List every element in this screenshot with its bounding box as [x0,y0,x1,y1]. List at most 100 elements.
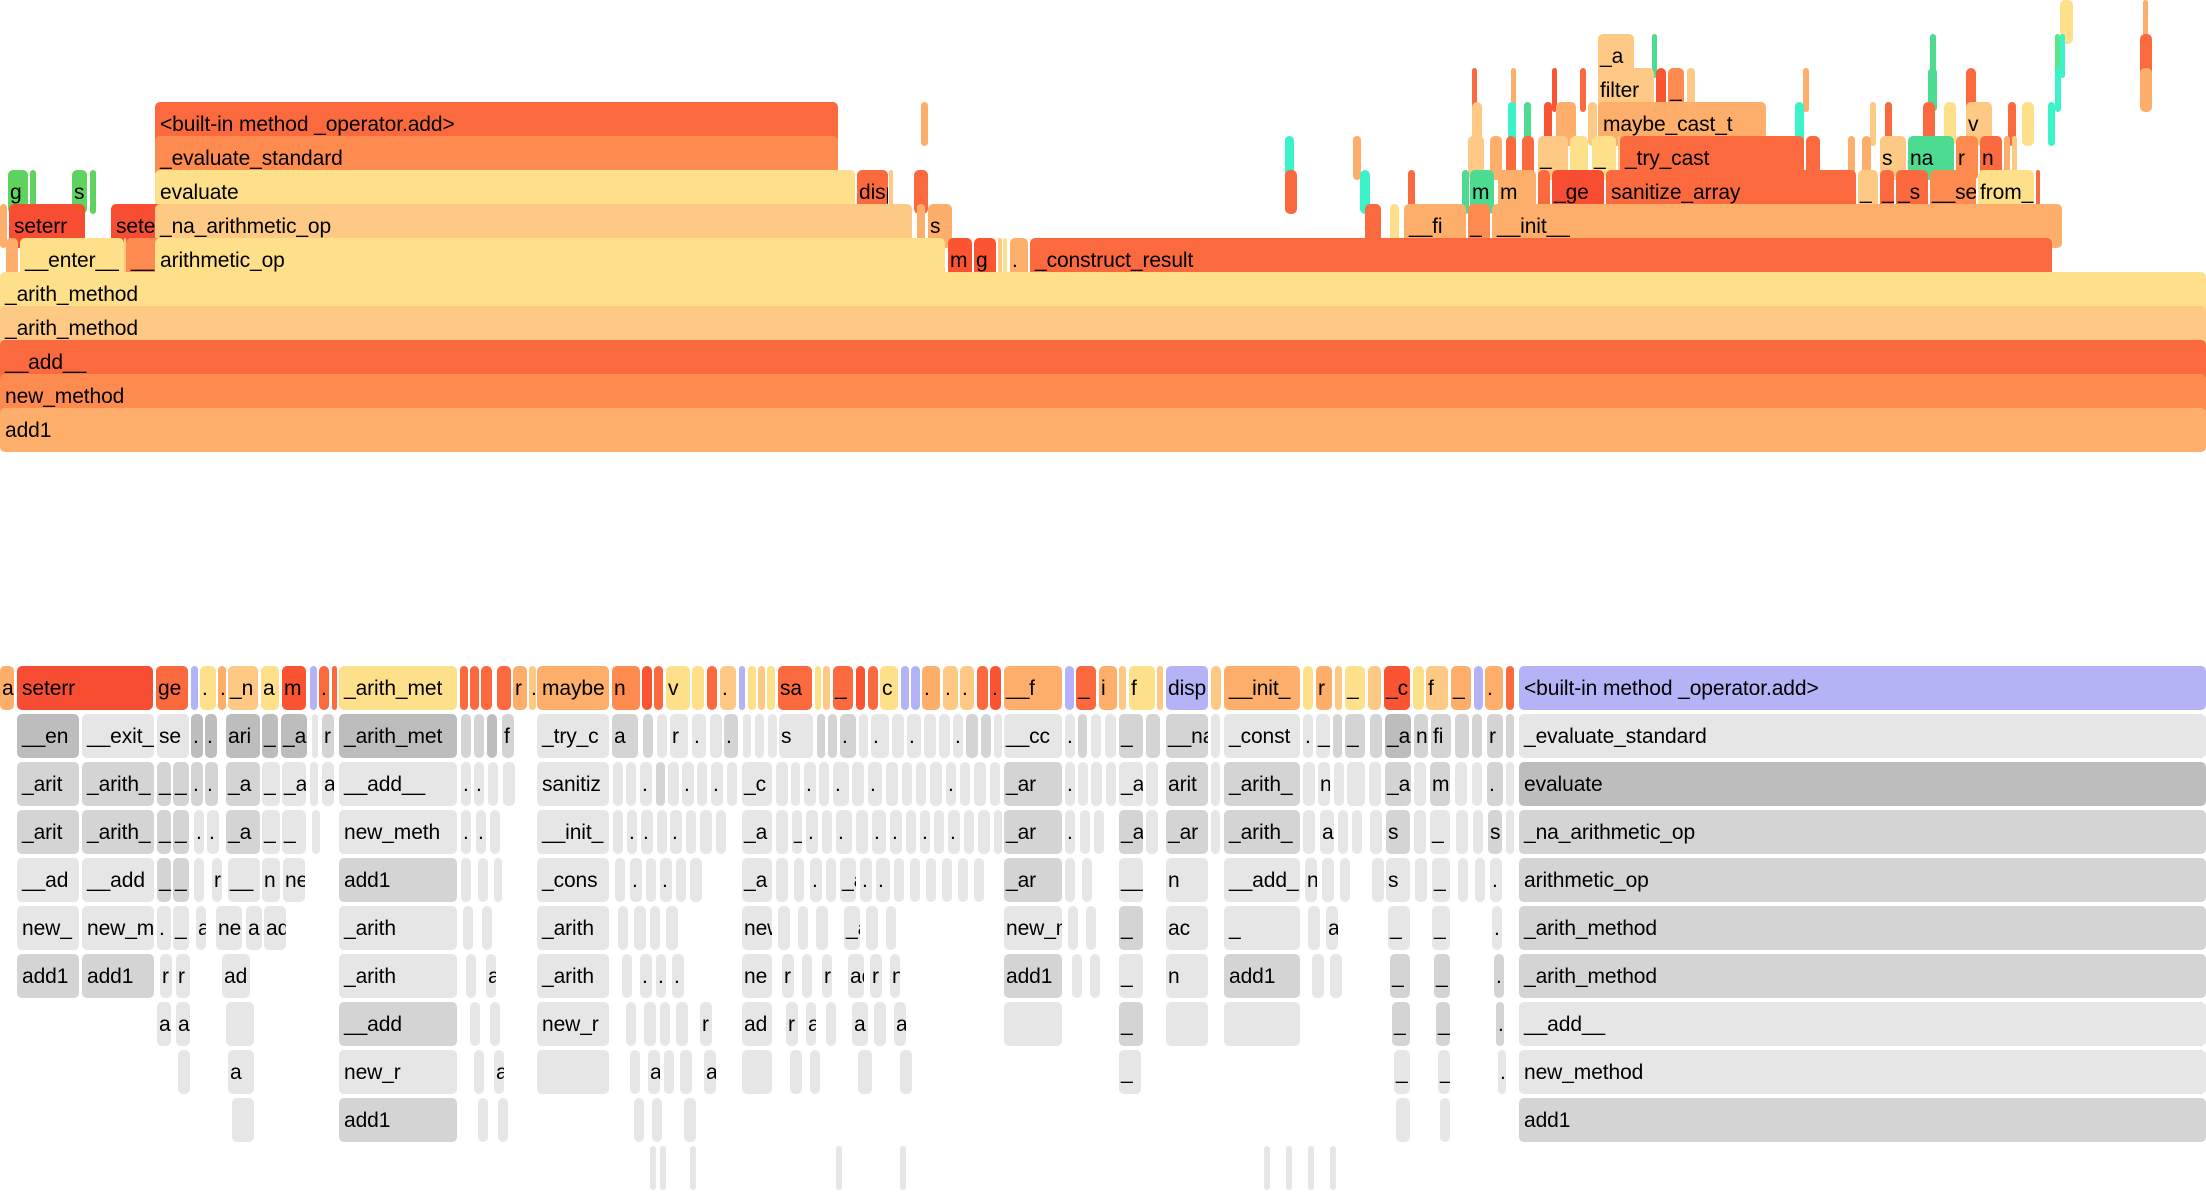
flame-frame[interactable]: _ [1076,666,1096,710]
flame-frame[interactable]: r [513,666,527,710]
flame-frame[interactable]: . [660,858,672,902]
flame-frame[interactable] [1413,666,1424,710]
flame-frame[interactable]: ne [283,858,305,902]
flame-frame[interactable] [776,858,788,902]
flame-frame[interactable] [990,762,1000,806]
flame-frame[interactable]: _ [262,762,280,806]
flame-frame[interactable]: add [894,1002,906,1046]
flame-frame[interactable] [1303,666,1313,710]
flame-frame[interactable]: fi [1431,714,1451,758]
flame-frame[interactable] [894,858,904,902]
flame-frame[interactable]: a [494,1050,504,1094]
flame-frame[interactable]: . [1485,666,1503,710]
flame-frame[interactable] [1870,102,1876,146]
flame-frame[interactable] [1330,954,1342,998]
flame-frame[interactable]: r [782,954,794,998]
flame-frame[interactable] [1524,102,1531,146]
flame-frame[interactable] [1923,102,1935,146]
flame-frame[interactable] [964,810,974,854]
flame-frame[interactable]: a [704,1050,716,1094]
flame-frame[interactable] [1506,666,1514,710]
flame-frame[interactable] [758,666,765,710]
flame-frame[interactable] [994,810,1002,854]
flame-frame[interactable] [858,1050,872,1094]
flame-frame[interactable] [650,1146,656,1190]
flame-frame[interactable] [810,1050,820,1094]
flame-frame[interactable] [1506,714,1514,758]
flame-frame[interactable]: _arit [17,762,79,806]
flamegraph-top-panel[interactable]: _a filter _ <built-in method _operator.add>… [0,0,2206,452]
flame-frame[interactable]: n [262,858,280,902]
flame-frame[interactable]: s [1488,810,1502,854]
flame-frame[interactable]: m [1430,762,1450,806]
flame-frame[interactable] [310,666,317,710]
flame-frame[interactable] [1795,102,1804,146]
flame-frame[interactable]: _a [1119,762,1143,806]
flame-frame[interactable] [1303,762,1315,806]
flame-frame[interactable] [739,666,745,710]
flame-frame[interactable]: add1 [1004,954,1062,998]
flame-frame[interactable]: . [724,714,738,758]
flame-frame[interactable]: _ [792,810,802,854]
flame-frame[interactable] [481,666,492,710]
flame-frame[interactable] [1068,906,1078,950]
flame-frame[interactable]: __f [1004,666,1062,710]
flame-frame[interactable] [312,714,318,758]
flame-frame[interactable]: _a [1385,762,1411,806]
flame-frame[interactable]: _a [281,714,307,758]
flame-frame[interactable]: . [1065,762,1075,806]
flame-frame[interactable] [1472,762,1482,806]
flame-frame[interactable]: _arith [339,954,457,998]
flame-frame[interactable] [1928,68,1937,112]
flame-frame[interactable] [1455,762,1467,806]
flame-frame[interactable]: _na_arithmetic_op [1519,810,2206,854]
flame-frame[interactable]: _ [1390,954,1410,998]
flame-frame[interactable]: _try_c [537,714,609,758]
flame-frame[interactable] [2012,136,2017,180]
flame-frame[interactable] [874,1002,886,1046]
flame-frame[interactable] [1091,714,1101,758]
flame-frame[interactable]: r [160,954,172,998]
flame-frame[interactable]: . [990,666,1001,710]
flame-frame[interactable] [697,762,707,806]
flame-frame[interactable]: v [666,666,690,710]
flame-frame[interactable] [707,666,717,710]
flame-frame[interactable]: __en [17,714,79,758]
flame-frame[interactable] [474,714,484,758]
flame-frame[interactable] [6,238,18,282]
flame-frame[interactable]: ge [156,666,188,710]
flame-frame[interactable]: . [656,954,666,998]
flame-frame[interactable]: __add_ [1119,858,1143,902]
flame-frame[interactable] [778,906,790,950]
flame-frame[interactable] [1580,68,1586,112]
flame-frame[interactable] [930,762,942,806]
flame-frame[interactable]: __init_ [1224,666,1300,710]
flame-frame[interactable] [755,714,764,758]
flame-frame[interactable] [1506,136,1516,180]
flame-frame[interactable]: . [953,714,963,758]
flame-frame[interactable]: . [205,762,218,806]
flame-frame[interactable] [1211,714,1220,758]
flame-frame[interactable]: _ar [1004,858,1062,902]
flame-frame[interactable] [1414,762,1426,806]
flame-frame[interactable]: ad [264,906,286,950]
flame-frame[interactable] [926,858,936,902]
flame-frame[interactable] [748,666,756,710]
flame-frame[interactable] [461,714,471,758]
flame-frame[interactable]: n [1414,714,1428,758]
flame-frame[interactable]: _arith [537,954,609,998]
flame-frame[interactable] [917,204,925,248]
flame-frame[interactable] [474,1050,484,1094]
flame-frame[interactable]: . [205,714,217,758]
flame-frame[interactable]: __add__ [1519,1002,2206,1046]
flame-frame[interactable] [868,666,878,710]
flame-frame[interactable] [1353,136,1361,180]
flame-frame[interactable] [1966,68,1976,112]
flame-frame[interactable] [914,170,928,214]
flame-frame[interactable]: _ [1434,954,1450,998]
flame-frame[interactable] [1618,136,1620,180]
flame-frame[interactable] [643,714,653,758]
flame-frame[interactable] [1848,136,1855,180]
flame-frame[interactable] [1072,954,1082,998]
flame-frame[interactable] [924,714,936,758]
